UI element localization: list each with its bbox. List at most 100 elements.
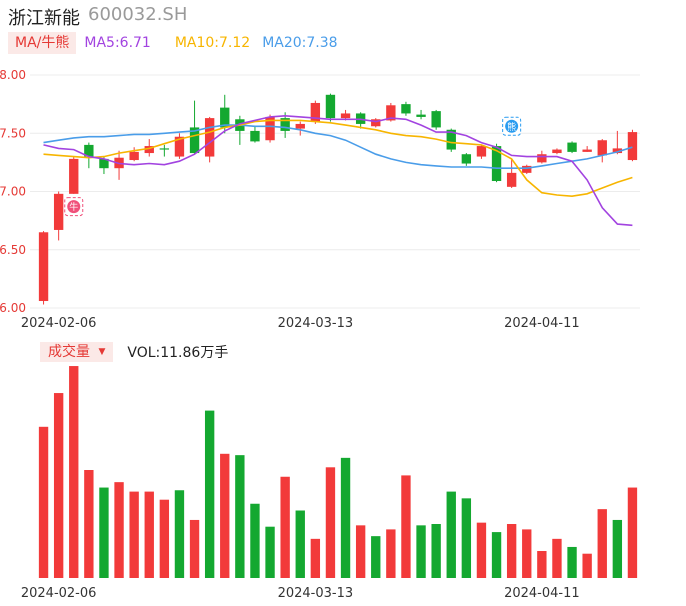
candle-body bbox=[401, 104, 411, 114]
candle-body bbox=[204, 118, 215, 157]
candle-body bbox=[325, 94, 336, 119]
candle-body bbox=[461, 154, 472, 164]
x-tick-label-volume: 2024-04-11 bbox=[504, 586, 580, 601]
volume-bar bbox=[53, 393, 64, 578]
candle-body bbox=[220, 107, 230, 128]
candle-body bbox=[582, 149, 592, 152]
volume-bar bbox=[174, 490, 185, 578]
volume-bar bbox=[84, 470, 94, 578]
volume-bar bbox=[69, 366, 79, 578]
bear-marker-label: 熊 bbox=[507, 121, 516, 133]
ma-indicator-bar: MA/牛熊 MA5:6.71 MA10:7.12 MA20:7.38 bbox=[8, 31, 338, 55]
volume-bar bbox=[204, 410, 215, 578]
volume-bar bbox=[567, 546, 577, 578]
candle-body bbox=[506, 172, 517, 187]
volume-bar bbox=[189, 519, 200, 578]
volume-indicator-bar: 成交量 ▼ VOL:11.86万手 bbox=[40, 342, 228, 362]
candle-body bbox=[69, 158, 79, 194]
ma-indicator-selector[interactable]: MA/牛熊 bbox=[8, 32, 77, 54]
candle-body bbox=[53, 193, 64, 230]
candle-body bbox=[386, 105, 396, 121]
candle-body bbox=[129, 151, 139, 161]
volume-bar bbox=[371, 536, 381, 578]
volume-bar bbox=[355, 525, 366, 578]
candle-body bbox=[99, 158, 109, 169]
volume-bar bbox=[582, 553, 592, 578]
candle-body bbox=[280, 118, 290, 131]
candle-body bbox=[627, 132, 638, 161]
candle-body bbox=[144, 146, 154, 154]
volume-bar bbox=[627, 487, 638, 578]
volume-bar bbox=[401, 475, 411, 578]
ma10-value: MA10:7.12 bbox=[174, 35, 251, 51]
candle-body bbox=[250, 130, 260, 142]
candle-body bbox=[552, 149, 562, 154]
candle-body bbox=[340, 113, 351, 119]
volume-bar bbox=[340, 457, 351, 578]
candle-body bbox=[84, 144, 94, 157]
candle-body bbox=[537, 154, 547, 163]
candle-body bbox=[310, 102, 321, 122]
stock-name: 浙江新能 bbox=[8, 8, 80, 29]
x-tick-label-volume: 2024-02-06 bbox=[21, 586, 97, 601]
volume-bar bbox=[295, 510, 305, 578]
volume-bar bbox=[129, 491, 139, 578]
volume-bar bbox=[325, 467, 336, 578]
candle-body bbox=[265, 116, 275, 141]
volume-bar bbox=[38, 426, 49, 578]
ma10-line bbox=[43, 119, 633, 198]
candle-body bbox=[597, 140, 607, 156]
volume-indicator-selector[interactable]: 成交量 ▼ bbox=[40, 342, 114, 362]
volume-bar bbox=[386, 529, 396, 578]
volume-bar bbox=[461, 498, 472, 578]
volume-bar bbox=[159, 499, 170, 578]
ma5-line bbox=[43, 114, 633, 227]
volume-bar bbox=[250, 503, 260, 578]
candle-body bbox=[174, 136, 185, 157]
volume-bar bbox=[310, 538, 321, 578]
volume-bar bbox=[476, 522, 487, 578]
candle-body bbox=[38, 232, 49, 302]
volume-bar bbox=[114, 482, 124, 578]
volume-bar bbox=[522, 529, 532, 578]
volume-bar bbox=[265, 526, 275, 578]
x-tick-label: 2024-04-11 bbox=[504, 316, 580, 331]
volume-indicator-label: 成交量 bbox=[48, 344, 90, 360]
candle-body bbox=[446, 129, 456, 150]
ma5-value: MA5:6.71 bbox=[84, 35, 151, 51]
volume-bar bbox=[491, 532, 502, 578]
candle-body bbox=[491, 146, 502, 182]
price-tick-label: 8.00 bbox=[0, 68, 26, 82]
volume-bar bbox=[597, 509, 607, 578]
x-tick-label: 2024-03-13 bbox=[278, 316, 354, 331]
volume-bar bbox=[431, 524, 441, 578]
volume-bar bbox=[446, 491, 456, 578]
candle-body bbox=[567, 142, 577, 152]
volume-bar bbox=[537, 551, 547, 578]
candle-body bbox=[371, 119, 381, 127]
bear-marker-dot bbox=[505, 119, 519, 133]
candle-body bbox=[159, 148, 170, 150]
ma20-line bbox=[43, 124, 633, 169]
volume-value: VOL:11.86万手 bbox=[127, 345, 229, 361]
candle-body bbox=[189, 127, 200, 154]
stock-code: 600032.SH bbox=[88, 4, 188, 25]
x-tick-label-volume: 2024-03-13 bbox=[278, 586, 354, 601]
x-tick-label: 2024-02-06 bbox=[21, 316, 97, 331]
volume-bar bbox=[506, 524, 517, 578]
candle-body bbox=[476, 146, 487, 157]
volume-bar bbox=[99, 487, 109, 578]
bull-marker-label: 牛 bbox=[69, 201, 78, 213]
candle-body bbox=[522, 165, 532, 173]
candle-body bbox=[612, 148, 623, 154]
price-tick-label: 7.50 bbox=[0, 126, 26, 140]
volume-bar bbox=[552, 538, 562, 578]
volume-bar bbox=[235, 455, 245, 578]
price-tick-label: 6.50 bbox=[0, 243, 26, 257]
volume-bar bbox=[220, 453, 230, 578]
price-tick-label: 6.00 bbox=[0, 301, 26, 315]
volume-bar bbox=[280, 476, 290, 578]
price-tick-label: 7.00 bbox=[0, 185, 26, 199]
volume-bar bbox=[612, 519, 623, 578]
